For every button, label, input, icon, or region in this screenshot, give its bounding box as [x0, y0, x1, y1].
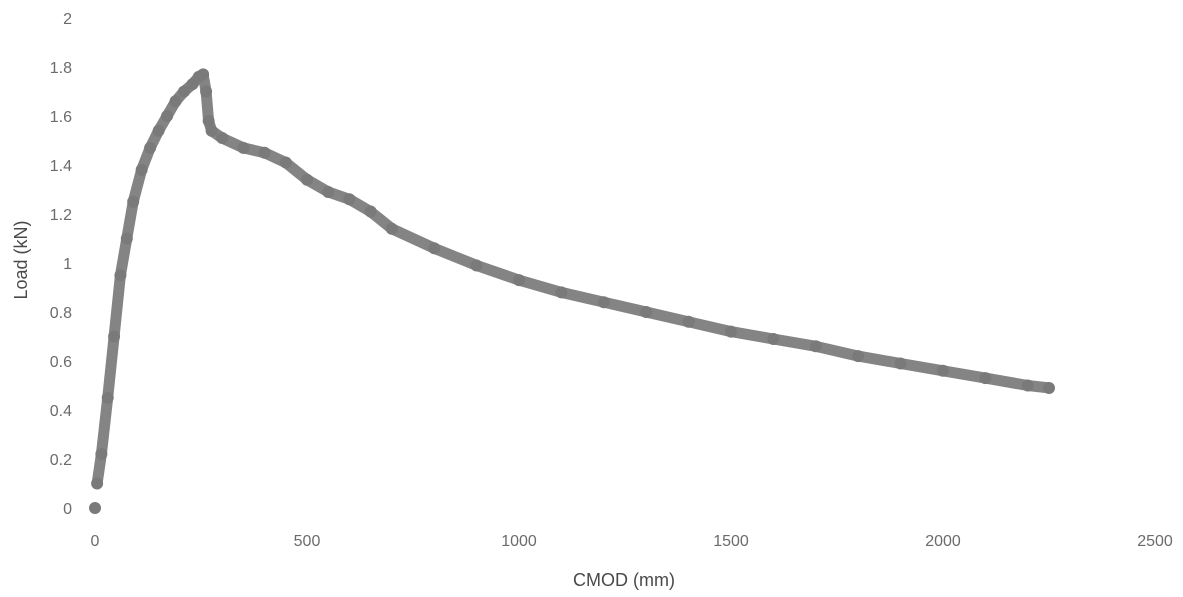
data-point — [301, 173, 313, 186]
data-point — [513, 274, 525, 287]
x-tick-label: 2500 — [1137, 533, 1173, 550]
data-point — [937, 364, 949, 377]
x-tick-label: 500 — [294, 533, 321, 550]
data-point — [279, 156, 292, 169]
data-point — [979, 372, 992, 385]
data-point — [322, 185, 335, 198]
y-tick-label: 2 — [63, 11, 72, 28]
y-tick-label: 1.4 — [50, 158, 72, 175]
data-point — [852, 350, 865, 363]
data-point — [364, 205, 377, 218]
data-point — [95, 448, 108, 461]
x-axis-ticks: 0 500 1000 1500 2000 2500 — [91, 533, 1173, 550]
data-point — [120, 232, 133, 245]
y-tick-label: 1.6 — [50, 109, 72, 126]
y-tick-label: 0.2 — [50, 452, 72, 469]
data-point — [343, 193, 356, 206]
series-band — [91, 68, 1055, 489]
data-point — [169, 95, 182, 108]
data-point — [470, 259, 483, 272]
data-point — [767, 332, 780, 345]
data-point — [200, 85, 213, 98]
data-point — [144, 141, 157, 154]
x-tick-label: 2000 — [925, 533, 961, 550]
data-point — [152, 124, 165, 137]
y-tick-label: 0 — [63, 501, 72, 518]
data-point — [894, 357, 907, 370]
data-point — [114, 269, 127, 282]
y-tick-label: 1.2 — [50, 207, 72, 224]
y-tick-label: 0.4 — [50, 403, 72, 420]
y-axis-ticks: 0 0.2 0.4 0.6 0.8 1 1.2 1.4 1.6 1.8 2 — [50, 11, 72, 518]
x-axis-title: CMOD (mm) — [573, 570, 675, 590]
x-tick-label: 0 — [91, 533, 100, 550]
x-tick-label: 1500 — [713, 533, 749, 550]
data-point — [428, 242, 441, 255]
data-point — [1043, 381, 1055, 394]
data-point — [197, 68, 210, 81]
data-point — [1021, 379, 1034, 392]
y-axis-title: Load (kN) — [11, 220, 31, 299]
x-tick-label: 1000 — [501, 533, 537, 550]
data-point — [258, 146, 271, 159]
y-tick-label: 0.6 — [50, 354, 72, 371]
data-point — [101, 391, 114, 404]
data-point — [108, 330, 121, 343]
data-point — [597, 296, 610, 309]
data-point — [555, 286, 568, 299]
data-point — [237, 141, 250, 154]
y-tick-label: 0.8 — [50, 305, 72, 322]
data-point — [809, 340, 822, 353]
data-point — [725, 325, 737, 338]
data-point — [205, 124, 218, 137]
data-point — [91, 477, 104, 490]
data-point — [89, 502, 101, 514]
data-point — [202, 114, 215, 127]
data-point — [127, 195, 140, 208]
y-tick-label: 1 — [63, 256, 72, 273]
data-point — [385, 222, 398, 235]
y-tick-label: 1.8 — [50, 60, 72, 77]
data-point — [135, 163, 148, 176]
data-point — [161, 110, 174, 122]
data-point — [682, 315, 695, 328]
data-point — [178, 85, 191, 98]
data-point — [640, 306, 653, 318]
data-point — [216, 132, 229, 145]
plot-area — [89, 68, 1055, 514]
